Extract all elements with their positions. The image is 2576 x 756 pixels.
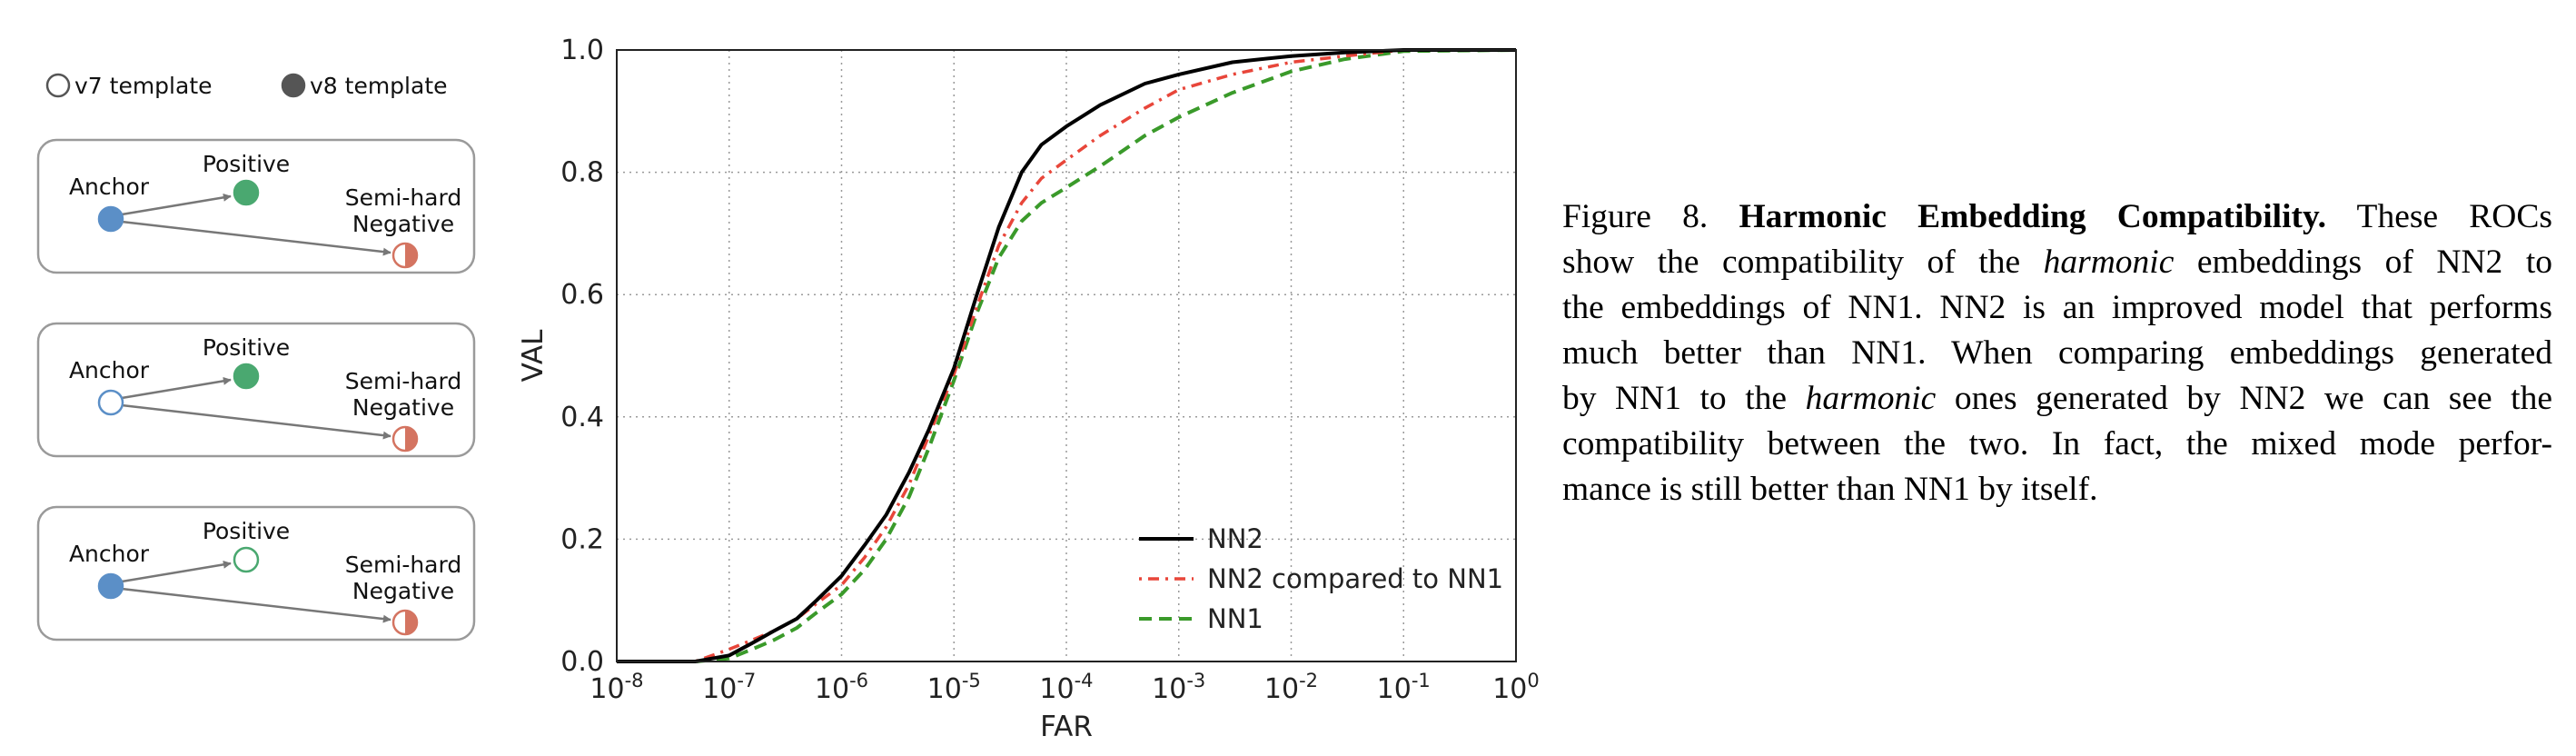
caption-text: These ROCs: [2326, 198, 2552, 235]
anchor-positive-arrow: [121, 193, 232, 216]
x-tick-label: 10-5: [927, 670, 981, 705]
caption-line: show the compatibility of the harmonic e…: [1562, 240, 2552, 285]
x-tick-label: 10-8: [590, 670, 643, 705]
y-tick-label: 1.0: [560, 35, 604, 66]
negative-label-line2: Negative: [352, 394, 454, 421]
caption-text: by NN1 to the: [1562, 380, 1806, 417]
chart-legend: NN2 NN2 compared to NN1 NN1: [1139, 523, 1503, 634]
anchor-positive-arrow: [121, 376, 232, 400]
positive-label: Positive: [203, 334, 290, 361]
caption-text: mance is still better than NN1 by itself…: [1562, 471, 2098, 508]
x-tick-label: 100: [1492, 670, 1540, 705]
triplet-diagram: v7 template v8 template Anchor Positive …: [36, 73, 476, 642]
y-tick-label: 0.6: [560, 279, 604, 311]
legend-label: NN2: [1207, 523, 1263, 554]
anchor-negative-arrow: [121, 403, 391, 440]
caption-text: ones generated by NN2 we can see the: [1936, 380, 2552, 417]
positive-node-v7: [233, 546, 260, 573]
panel-box: [36, 322, 476, 458]
negative-label-line2: Negative: [352, 211, 454, 237]
x-tick-label: 10-4: [1039, 670, 1093, 705]
anchor-node-v7: [97, 389, 124, 416]
caption-text: much better than NN1. When comparing emb…: [1562, 334, 2552, 372]
caption-text: show the compatibility of the: [1562, 244, 2044, 281]
y-axis-label: VAL: [517, 329, 550, 382]
caption-line: the embeddings of NN1. NN2 is an improve…: [1562, 285, 2552, 331]
anchor-node-v8: [97, 205, 124, 233]
negative-node-mixed: [391, 609, 419, 636]
negative-node-mixed: [391, 425, 419, 453]
caption-line: by NN1 to the harmonic ones generated by…: [1562, 376, 2552, 422]
plot-frame: [616, 49, 1517, 662]
caption-text: compatibility between the two. In fact, …: [1562, 425, 2552, 463]
negative-label-line2: Negative: [352, 578, 454, 604]
negative-label-line1: Semi-hard: [345, 184, 461, 211]
caption-emphasis: harmonic: [1805, 380, 1937, 417]
anchor-label: Anchor: [69, 541, 150, 567]
series-line-nn2: [617, 48, 1516, 663]
panel-box: [36, 138, 476, 274]
anchor-label: Anchor: [69, 357, 150, 383]
caption-line: Figure 8. Harmonic Embedding Compatibili…: [1562, 194, 2552, 240]
caption-text: the embeddings of NN1. NN2 is an improve…: [1562, 289, 2552, 326]
x-tick-label: 10-1: [1377, 670, 1431, 705]
panel-box: [36, 505, 476, 642]
caption-line: mance is still better than NN1 by itself…: [1562, 467, 2552, 512]
caption-text: embeddings of NN2 to: [2174, 244, 2552, 281]
triplet-panel-3: Anchor Positive Semi-hard Negative: [36, 505, 476, 642]
v8-template-legend-marker: [281, 73, 306, 98]
caption-line: much better than NN1. When comparing emb…: [1562, 331, 2552, 376]
negative-node-mixed: [391, 242, 419, 269]
negative-label-line1: Semi-hard: [345, 368, 461, 394]
positive-label: Positive: [203, 151, 290, 177]
roc-chart: 0.0 0.2 0.4 0.6 0.8 1.0 10-8 10-7 10-6 10-5 10-4 10…: [517, 35, 1540, 743]
positive-node-v8: [233, 363, 260, 390]
chart-grid: [617, 50, 1516, 662]
caption-line: compatibility between the two. In fact, …: [1562, 422, 2552, 467]
series-line-nn1: [617, 48, 1517, 663]
x-tick-label: 10-7: [702, 670, 756, 705]
triplet-panel-2: Anchor Positive Semi-hard Negative: [36, 322, 476, 458]
v7-template-legend-label: v7 template: [74, 73, 213, 99]
chart-ticks: 0.0 0.2 0.4 0.6 0.8 1.0 10-8 10-7 10-6 10-5 10-4 10…: [560, 35, 1540, 705]
x-tick-label: 10-2: [1264, 670, 1318, 705]
negative-label-line1: Semi-hard: [345, 552, 461, 578]
y-tick-label: 0.8: [560, 157, 604, 189]
x-tick-label: 10-3: [1152, 670, 1205, 705]
anchor-node-v8: [97, 572, 124, 600]
legend-label: NN2 compared to NN1: [1207, 563, 1503, 594]
caption-title: Harmonic Embedding Compatibility.: [1739, 198, 2327, 235]
positive-label: Positive: [203, 518, 290, 544]
x-tick-label: 10-6: [815, 670, 868, 705]
anchor-negative-arrow: [121, 587, 391, 623]
x-axis-label: FAR: [1040, 711, 1093, 743]
v7-template-legend-marker: [45, 73, 71, 98]
anchor-label: Anchor: [69, 174, 150, 200]
y-tick-label: 0.4: [560, 402, 604, 433]
legend-label: NN1: [1207, 603, 1263, 634]
figure-caption: Figure 8. Harmonic Embedding Compatibili…: [1562, 194, 2552, 512]
y-tick-label: 0.0: [560, 646, 604, 678]
triplet-panel-1: Anchor Positive Semi-hard Negative: [36, 138, 476, 274]
chart-series: [617, 48, 1517, 663]
positive-node-v8: [233, 179, 260, 206]
caption-emphasis: harmonic: [2043, 244, 2175, 281]
anchor-negative-arrow: [121, 220, 391, 256]
y-tick-label: 0.2: [560, 523, 604, 555]
anchor-positive-arrow: [121, 560, 232, 583]
v8-template-legend-label: v8 template: [310, 73, 448, 99]
caption-text: Figure 8.: [1562, 198, 1739, 235]
